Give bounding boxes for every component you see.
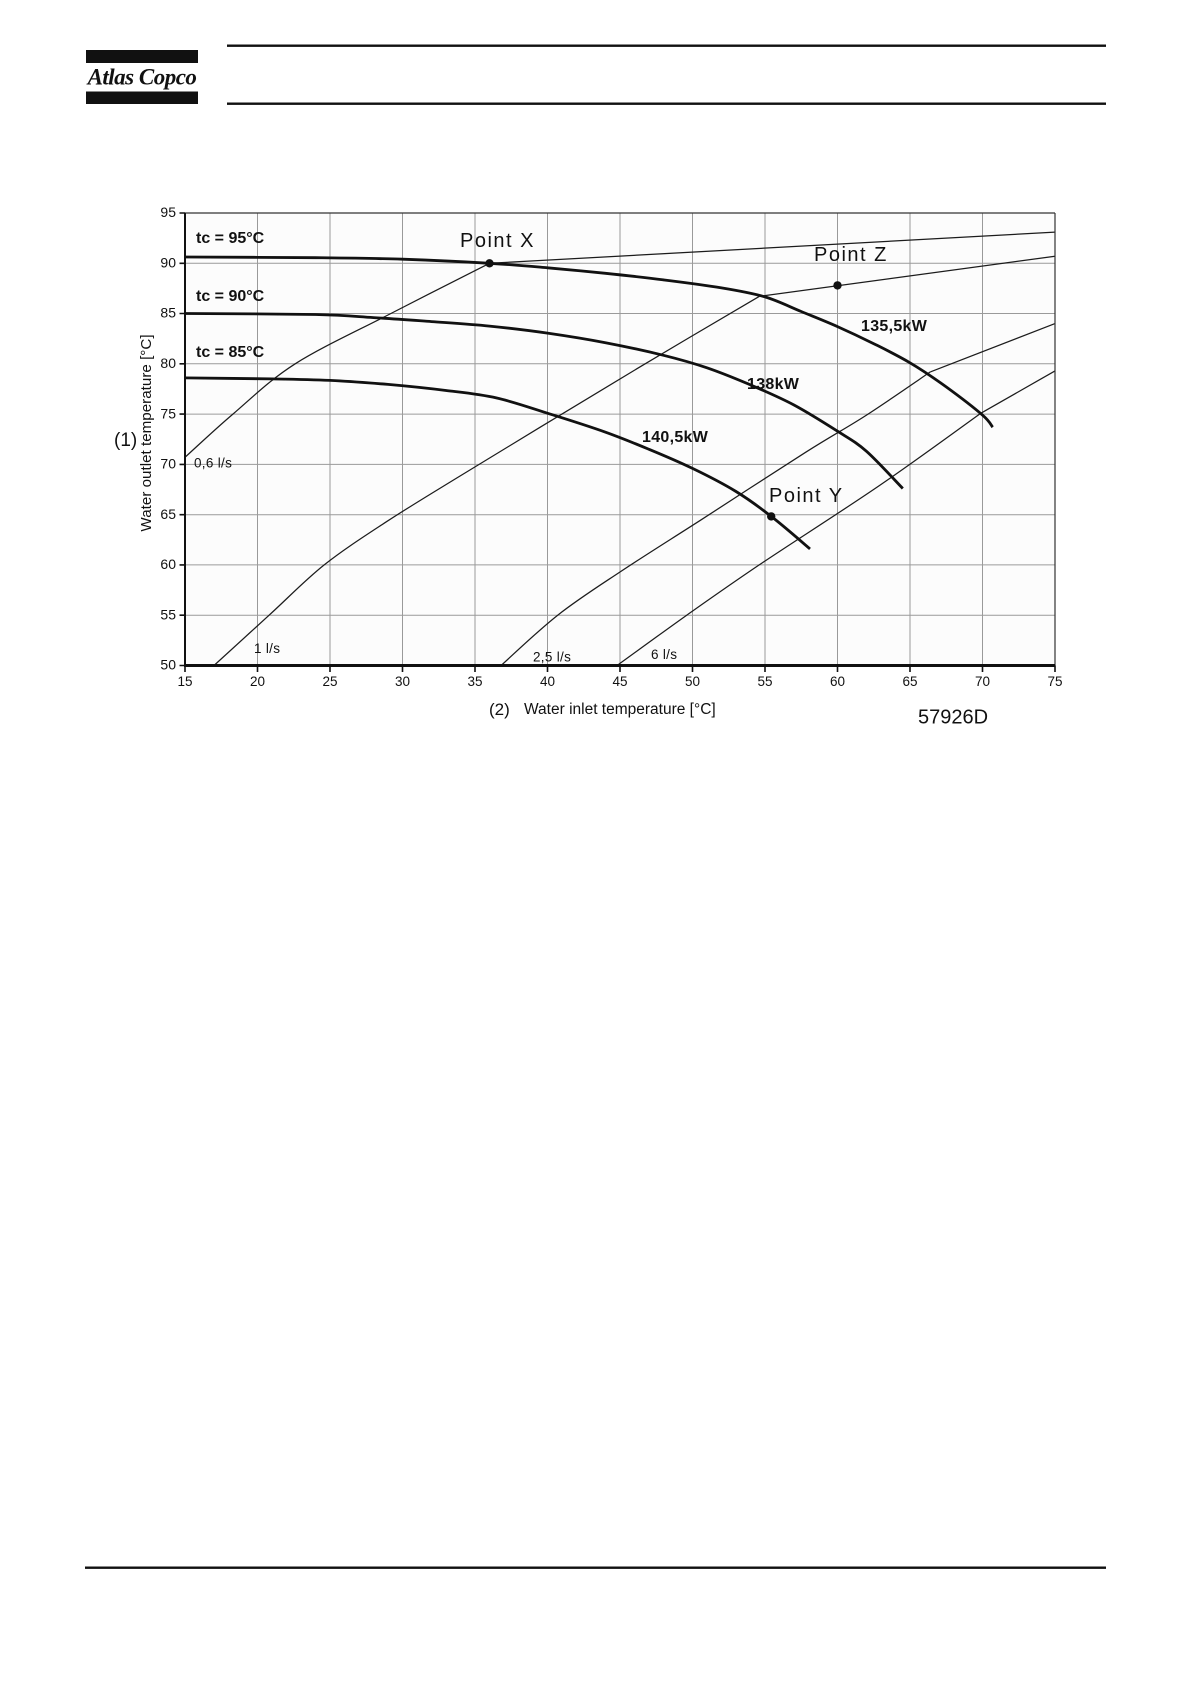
svg-text:55: 55 — [757, 674, 772, 689]
svg-text:50: 50 — [685, 674, 700, 689]
svg-text:65: 65 — [160, 506, 176, 522]
svg-text:40: 40 — [540, 674, 555, 689]
svg-text:57926D: 57926D — [918, 707, 988, 729]
svg-text:55: 55 — [160, 606, 176, 622]
svg-text:Point X: Point X — [460, 230, 535, 252]
svg-text:Water outlet temperature [°C]: Water outlet temperature [°C] — [138, 334, 155, 531]
svg-text:70: 70 — [160, 456, 176, 472]
svg-text:50: 50 — [160, 657, 176, 673]
svg-text:90: 90 — [160, 255, 176, 271]
svg-text:75: 75 — [160, 405, 176, 421]
svg-text:95: 95 — [160, 204, 176, 220]
svg-text:80: 80 — [160, 355, 176, 371]
svg-text:Point Y: Point Y — [769, 485, 844, 507]
svg-text:tc = 90°C: tc = 90°C — [196, 288, 265, 305]
svg-text:85: 85 — [160, 305, 176, 321]
svg-text:6 l/s: 6 l/s — [651, 647, 677, 662]
svg-text:1 l/s: 1 l/s — [254, 641, 280, 656]
svg-text:25: 25 — [322, 674, 337, 689]
svg-text:140,5kW: 140,5kW — [642, 429, 709, 446]
svg-text:60: 60 — [160, 556, 176, 572]
svg-text:65: 65 — [902, 674, 917, 689]
svg-text:35: 35 — [467, 674, 482, 689]
svg-text:tc = 95°C: tc = 95°C — [196, 230, 265, 247]
svg-text:Point Z: Point Z — [814, 244, 888, 266]
svg-text:(2): (2) — [489, 700, 510, 719]
svg-text:30: 30 — [395, 674, 410, 689]
svg-text:138kW: 138kW — [747, 376, 800, 393]
svg-text:60: 60 — [830, 674, 845, 689]
svg-text:Atlas Copco: Atlas Copco — [86, 65, 197, 90]
svg-text:Water inlet temperature [°C]: Water inlet temperature [°C] — [524, 701, 716, 718]
svg-text:15: 15 — [177, 674, 192, 689]
svg-text:20: 20 — [250, 674, 265, 689]
svg-text:2,5 l/s: 2,5 l/s — [533, 650, 571, 665]
svg-text:0,6 l/s: 0,6 l/s — [194, 456, 232, 471]
svg-text:45: 45 — [612, 674, 627, 689]
svg-text:(1): (1) — [114, 430, 137, 451]
svg-text:70: 70 — [975, 674, 990, 689]
svg-text:75: 75 — [1047, 674, 1062, 689]
svg-text:135,5kW: 135,5kW — [861, 318, 928, 335]
svg-text:tc = 85°C: tc = 85°C — [196, 344, 265, 361]
